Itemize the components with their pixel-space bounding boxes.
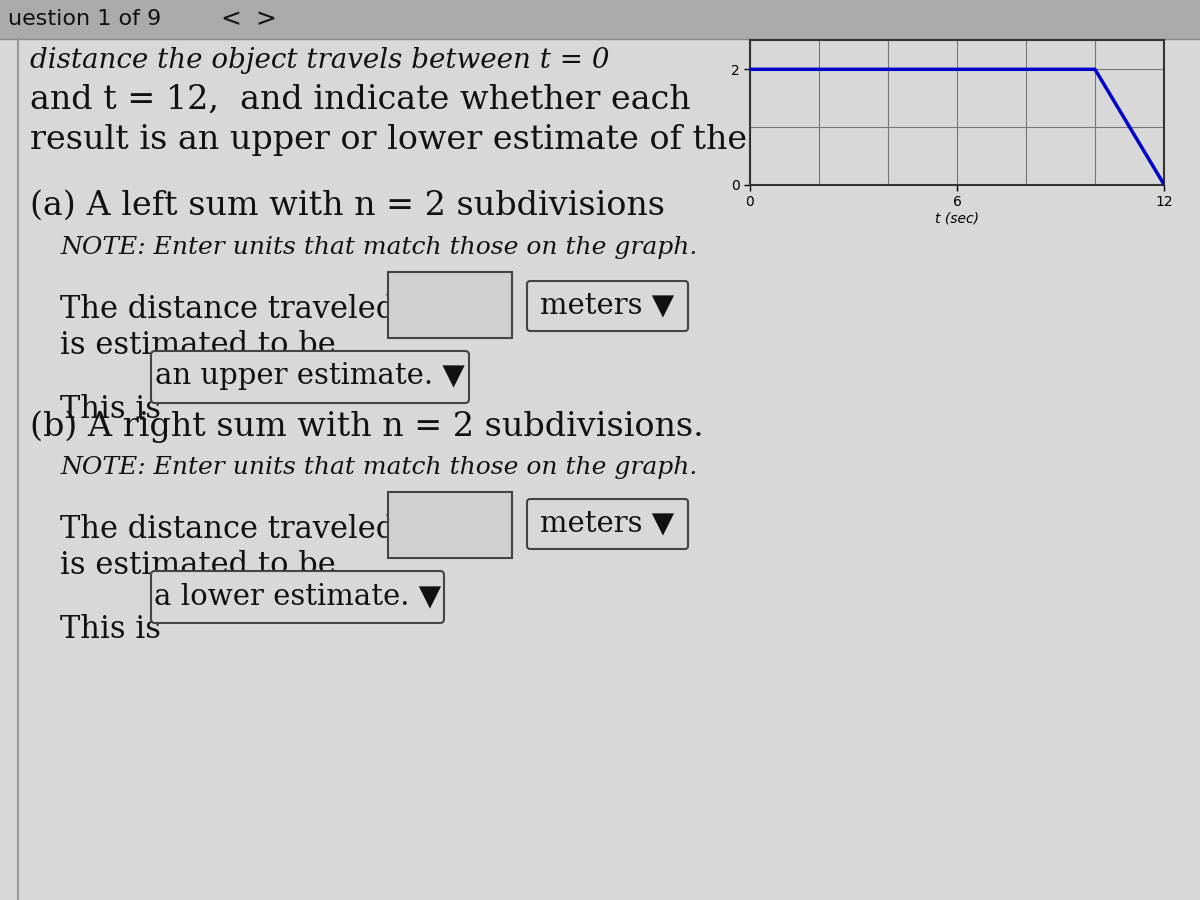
Text: distance the object travels between t = 0: distance the object travels between t = … — [30, 47, 610, 74]
Text: and t = 12,  and indicate whether each: and t = 12, and indicate whether each — [30, 84, 691, 116]
Text: NOTE: Enter units that match those on the graph.: NOTE: Enter units that match those on th… — [60, 236, 697, 259]
Text: NOTE: Enter units that match those on the graph.: NOTE: Enter units that match those on th… — [60, 456, 697, 479]
Text: a lower estimate. ▼: a lower estimate. ▼ — [154, 582, 442, 610]
Text: (a) A left sum with n = 2 subdivisions: (a) A left sum with n = 2 subdivisions — [30, 190, 665, 222]
Text: meters ▼: meters ▼ — [540, 509, 674, 537]
Text: meters ▼: meters ▼ — [540, 291, 674, 319]
Text: an upper estimate. ▼: an upper estimate. ▼ — [155, 362, 464, 390]
FancyBboxPatch shape — [151, 571, 444, 623]
Text: is estimated to be: is estimated to be — [60, 330, 336, 361]
Text: This is: This is — [60, 394, 161, 425]
Text: is estimated to be: is estimated to be — [60, 550, 336, 581]
Text: (b) A right sum with n = 2 subdivisions.: (b) A right sum with n = 2 subdivisions. — [30, 410, 703, 443]
FancyBboxPatch shape — [527, 281, 688, 331]
Bar — [0, 0, 1200, 38]
FancyBboxPatch shape — [527, 499, 688, 549]
FancyBboxPatch shape — [388, 272, 512, 338]
FancyBboxPatch shape — [388, 492, 512, 558]
Text: This is: This is — [60, 614, 161, 645]
Text: uestion 1 of 9: uestion 1 of 9 — [8, 9, 161, 29]
Text: >: > — [256, 7, 276, 31]
Text: result is an upper or lower estimate of the distance traveled.: result is an upper or lower estimate of … — [30, 124, 1061, 156]
Text: The distance traveled: The distance traveled — [60, 514, 395, 545]
FancyBboxPatch shape — [151, 351, 469, 403]
X-axis label: t (sec): t (sec) — [935, 212, 979, 226]
Text: <: < — [220, 7, 241, 31]
Text: The distance traveled: The distance traveled — [60, 294, 395, 325]
